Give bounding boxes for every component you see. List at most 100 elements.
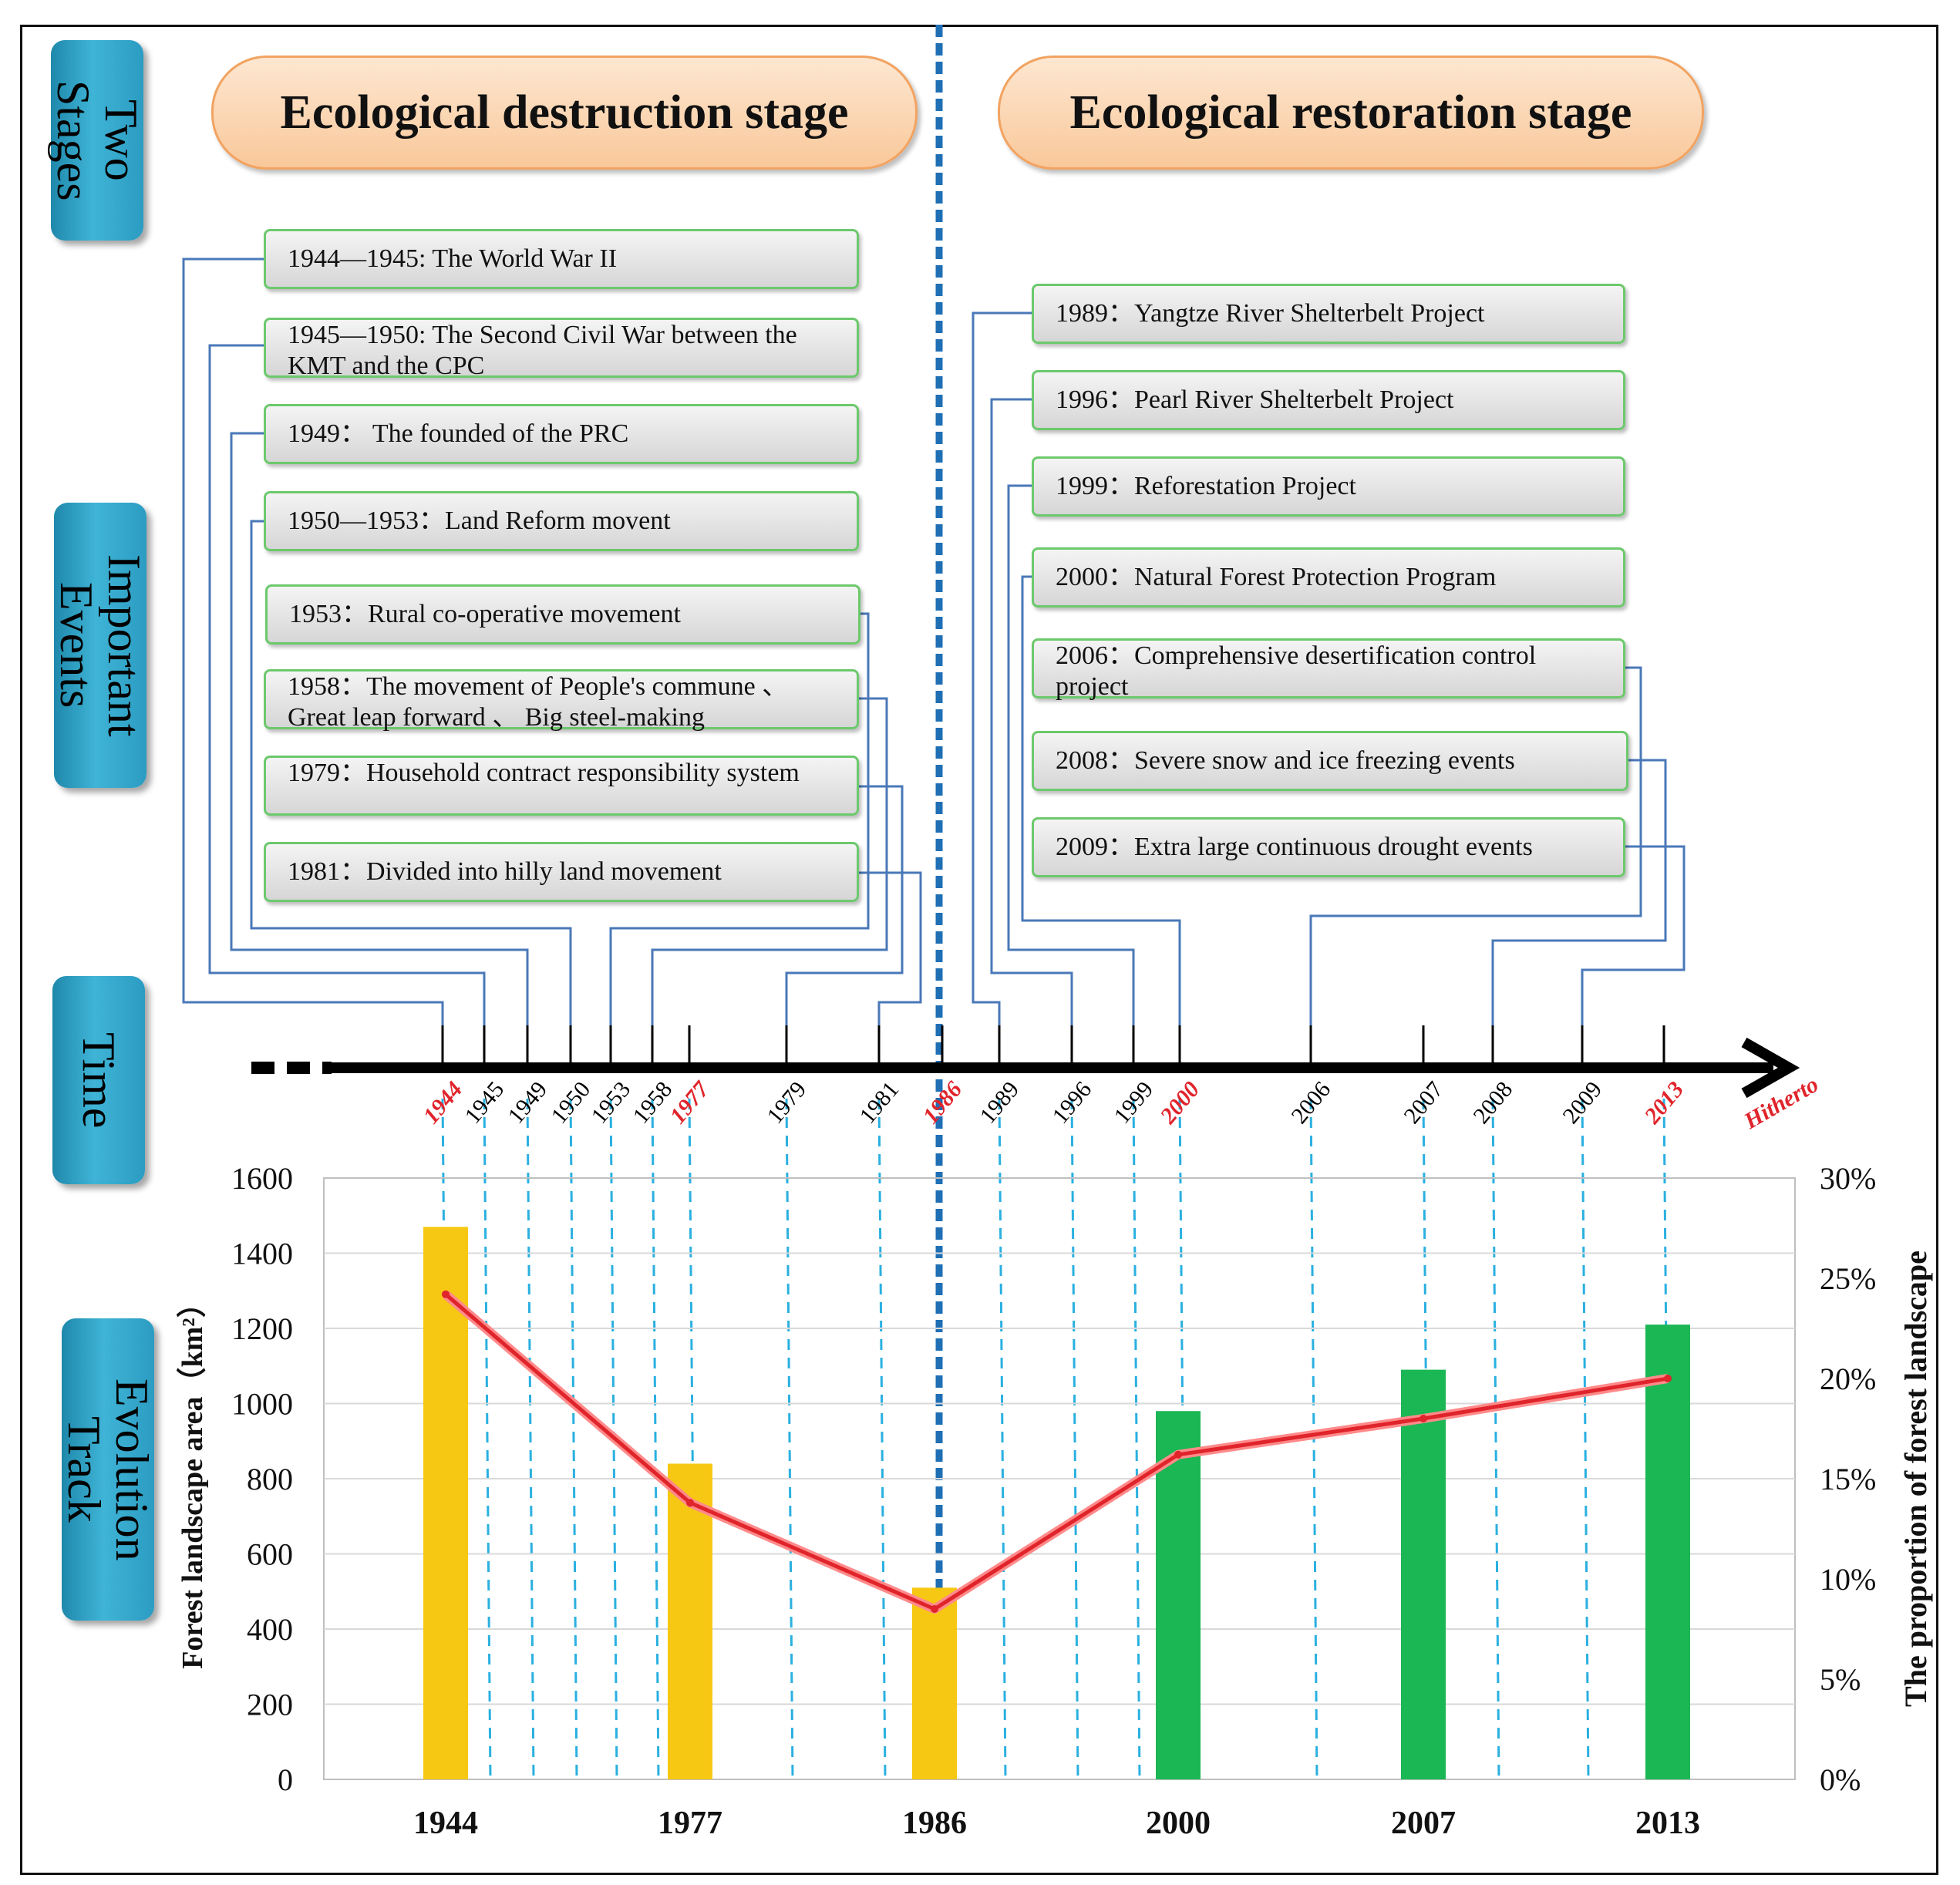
event-box-1996: 1996：Pearl River Shelterbelt Project (1032, 370, 1625, 430)
line-point (442, 1290, 450, 1298)
timeline-tick-label: 1950 (546, 1077, 595, 1129)
x-tick-label: 2007 (1391, 1806, 1456, 1841)
y-tick-label: 1400 (231, 1237, 293, 1271)
year-guide-line (1070, 1098, 1079, 1780)
timeline-tick-label: 1945 (460, 1077, 509, 1129)
event-connectors (182, 258, 1686, 1025)
y-tick-label: 0 (278, 1762, 293, 1797)
event-box-1999: 1999：Reforestation Project (1032, 456, 1625, 517)
timeline-end-label: Hitherto (1739, 1072, 1823, 1135)
year-guide-line (1581, 1098, 1590, 1780)
event-box-2000: 2000：Natural Forest Protection Program (1032, 547, 1625, 608)
event-connector-line (785, 785, 904, 1025)
event-box-1945: 1945—1950: The Second Civil War between … (264, 318, 859, 380)
timeline-tick-label: 1989 (975, 1077, 1024, 1129)
x-tick-label: 1986 (902, 1806, 967, 1841)
event-connector-line (182, 258, 444, 1025)
figure-frame (20, 25, 1938, 1875)
y-tick-label: 600 (247, 1537, 293, 1572)
event-connector-line (651, 697, 888, 1025)
event-connector-line (1581, 845, 1686, 1025)
event-box-1958: 1958：The movement of People's commune 、 … (264, 669, 859, 732)
y2-tick-label: 25% (1820, 1261, 1876, 1296)
line-point (1419, 1415, 1427, 1422)
event-box-1981: 1981：Divided into hilly land movement (264, 842, 859, 902)
timeline-tick-label: 2006 (1286, 1077, 1335, 1129)
event-box-2006: 2006：Comprehensive desertification contr… (1032, 638, 1625, 701)
year-guide-line (1132, 1098, 1141, 1780)
year-guide-line (526, 1098, 535, 1780)
year-guide-line (569, 1098, 578, 1780)
year-guide-line (877, 1098, 887, 1780)
evolution-chart: 0 200 400 600 800 1000 1200 1400 1600 0% 5% 10% 15% 2… (177, 1161, 1933, 1841)
x-tick-label: 1977 (658, 1806, 722, 1841)
year-guide-line (1491, 1098, 1500, 1780)
y2-tick-label: 30% (1820, 1161, 1876, 1196)
line-point (686, 1499, 694, 1507)
x-tick-label: 1944 (413, 1806, 478, 1841)
year-guide-line (651, 1098, 660, 1780)
event-box-1944: 1944—1945: The World War II (264, 229, 859, 289)
event-connector-line (1021, 575, 1181, 1025)
event-connector-line (1007, 484, 1135, 1025)
event-connector-line (609, 612, 870, 1025)
y-tick-label: 1200 (231, 1311, 293, 1346)
event-box-2008: 2008：Severe snow and ice freezing events (1032, 731, 1628, 791)
y-tick-label: 400 (247, 1612, 293, 1647)
timeline-tick-label: 1996 (1047, 1077, 1096, 1129)
event-connector-line (250, 520, 572, 1025)
y-tick-label: 800 (247, 1462, 293, 1496)
event-box-1979: 1979：Household contract responsibility s… (264, 756, 859, 816)
year-guide-line (483, 1098, 492, 1780)
timeline-tick-label: 1981 (854, 1077, 904, 1129)
event-connector-line (972, 311, 1032, 1025)
line-point (1174, 1450, 1182, 1459)
bar (668, 1463, 712, 1779)
event-box-1989: 1989：Yangtze River Shelterbelt Project (1032, 284, 1625, 344)
timeline-tick-label: 1958 (628, 1077, 677, 1129)
year-guide-line (998, 1098, 1007, 1780)
line-point (931, 1605, 938, 1613)
y-tick-label: 200 (247, 1688, 293, 1722)
year-guide-line (688, 1098, 697, 1780)
y2-tick-label: 20% (1820, 1362, 1876, 1396)
bar (1401, 1369, 1446, 1779)
timeline-tick-label: 1953 (586, 1077, 635, 1129)
time-label: Time (52, 976, 145, 1184)
event-box-1950: 1950—1953：Land Reform movent (264, 491, 859, 551)
timeline-tick-label: 2000 (1155, 1077, 1204, 1129)
timeline-tick-label: 1999 (1109, 1077, 1158, 1129)
timeline-tick-label: 1977 (665, 1076, 714, 1129)
event-connector-line (859, 871, 922, 1025)
bar (423, 1227, 468, 1779)
y2-tick-label: 5% (1820, 1662, 1861, 1697)
event-connector-line (1491, 759, 1667, 1025)
timeline-tick-label: 2009 (1558, 1077, 1607, 1129)
timeline-tick-label: 1944 (418, 1077, 467, 1129)
event-connector-line (208, 344, 486, 1025)
line-series (444, 1292, 1669, 1611)
event-connector-line (230, 432, 529, 1025)
y-tick-label: 1600 (231, 1161, 293, 1196)
event-box-1949: 1949： The founded of the PRC (264, 404, 859, 464)
event-connector-line (990, 398, 1073, 1025)
two-stages-label: Two Stages (48, 40, 146, 241)
year-guide-line (785, 1098, 794, 1780)
y2-tick-label: 10% (1820, 1562, 1876, 1597)
important-events-label: Important Events (51, 503, 150, 788)
bar (912, 1587, 957, 1779)
timeline-tick-label: 2007 (1399, 1077, 1448, 1129)
timeline-arrowhead (1741, 1037, 1800, 1099)
y2-tick-label: 0% (1820, 1762, 1861, 1797)
y2-axis-label: The proportion of forest landscape (1898, 1250, 1933, 1707)
timeline-tick-label: 2013 (1639, 1077, 1689, 1129)
timeline-tick-label: 1986 (918, 1077, 967, 1129)
restoration-stage-banner: Ecological restoration stage (998, 56, 1704, 170)
x-tick-label: 2013 (1635, 1806, 1700, 1841)
event-box-1953: 1953：Rural co-operative movement (265, 584, 860, 645)
timeline-tick-label: 1979 (762, 1077, 811, 1129)
y-tick-label: 1000 (231, 1387, 293, 1422)
y2-tick-label: 15% (1820, 1462, 1876, 1496)
